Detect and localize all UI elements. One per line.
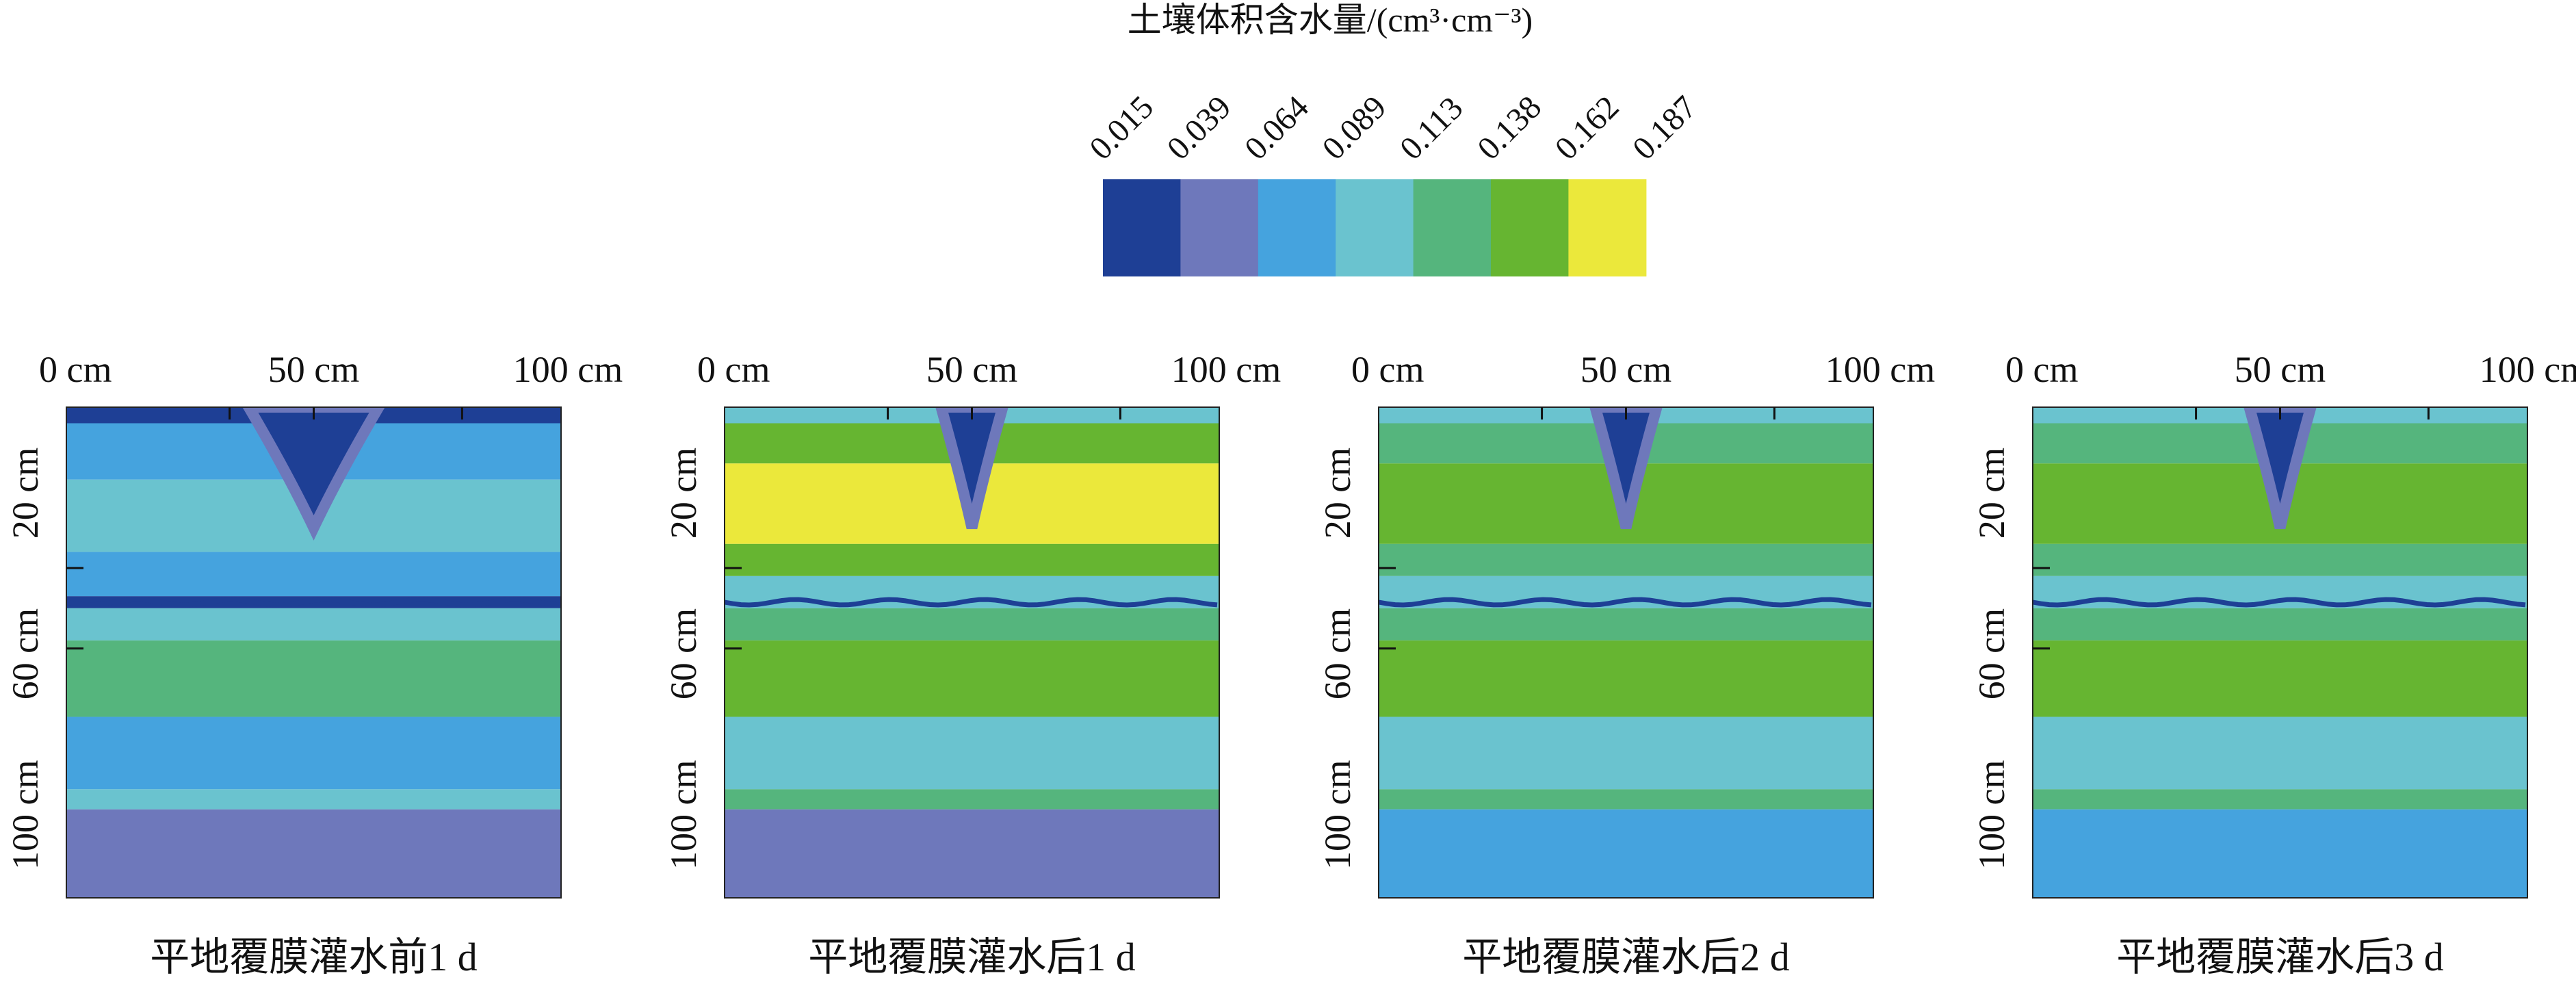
moisture-band: [2033, 789, 2527, 810]
x-tick-label: 100 cm: [1171, 349, 1281, 390]
y-tick-label: 20 cm: [1971, 448, 2012, 539]
legend-swatch: [1336, 179, 1414, 276]
moisture-band: [1379, 608, 1873, 641]
moisture-band: [1379, 809, 1873, 898]
y-tick-label: 60 cm: [1971, 608, 2012, 699]
y-tick-label: 20 cm: [663, 448, 704, 539]
contour-panel-2: 0 cm 50 cm 100 cm 20 cm 60 cm 100 cm 平地覆膜灌水后1 …: [663, 349, 1281, 979]
legend-swatch: [1180, 179, 1259, 276]
x-tick-label: 0 cm: [39, 349, 112, 390]
moisture-band: [1379, 543, 1873, 576]
moisture-band: [725, 809, 1219, 898]
y-tick-label: 100 cm: [1971, 760, 2012, 869]
moisture-band: [1379, 789, 1873, 810]
moisture-band: [2033, 809, 2527, 898]
legend-swatch: [1568, 179, 1647, 276]
y-tick-label: 20 cm: [1317, 448, 1358, 539]
x-tick-label: 50 cm: [1580, 349, 1671, 390]
y-tick-label: 60 cm: [1317, 608, 1358, 699]
contour-panels: 0 cm 50 cm 100 cm 20 cm 60 cm 100 cm 平地覆膜灌水前1 …: [5, 349, 2576, 979]
moisture-band: [66, 608, 561, 641]
plot-area: [1379, 407, 1873, 898]
moisture-band: [1379, 716, 1873, 790]
wetting-boundary-line: [66, 597, 560, 608]
moisture-band: [2033, 543, 2527, 576]
y-tick-label: 60 cm: [5, 608, 46, 699]
y-tick-label: 100 cm: [1317, 760, 1358, 869]
moisture-band: [2033, 608, 2527, 641]
moisture-band: [66, 552, 561, 597]
panel-caption: 平地覆膜灌水后1 d: [808, 935, 1136, 979]
x-tick-label: 100 cm: [513, 349, 623, 390]
contour-panel-1: 0 cm 50 cm 100 cm 20 cm 60 cm 100 cm 平地覆膜灌水前1 …: [5, 349, 623, 979]
wetting-boundary-line: [2033, 597, 2526, 608]
moisture-band: [66, 716, 561, 790]
legend-swatch: [1103, 179, 1181, 276]
contour-panel-4: 0 cm 50 cm 100 cm 20 cm 60 cm 100 cm 平地覆膜灌水后3 …: [1971, 349, 2576, 979]
x-tick-label: 100 cm: [1825, 349, 1935, 390]
plot-area: [2033, 407, 2527, 898]
dry-plume: [2243, 407, 2317, 530]
moisture-band: [66, 789, 561, 810]
panel-caption: 平地覆膜灌水后2 d: [1462, 935, 1790, 979]
moisture-band: [725, 789, 1219, 810]
x-tick-label: 50 cm: [926, 349, 1017, 390]
dry-plume: [1589, 407, 1663, 530]
panel-caption: 平地覆膜灌水后3 d: [2116, 935, 2444, 979]
moisture-band: [725, 640, 1219, 717]
moisture-band: [725, 608, 1219, 641]
y-tick-label: 100 cm: [5, 760, 46, 869]
legend-swatch: [1413, 179, 1492, 276]
plot-area: [725, 407, 1219, 898]
x-tick-label: 0 cm: [2005, 349, 2078, 390]
y-tick-label: 20 cm: [5, 448, 46, 539]
legend-title: 土壤体积含水量/(cm³·cm⁻³): [1128, 1, 1533, 39]
moisture-band: [725, 543, 1219, 576]
dry-plume: [935, 407, 1009, 530]
contour-panel-3: 0 cm 50 cm 100 cm 20 cm 60 cm 100 cm 平地覆膜灌水后2 …: [1317, 349, 1935, 979]
legend-swatch: [1258, 179, 1336, 276]
legend-color-swatches: [1103, 179, 1647, 276]
panel-caption: 平地覆膜灌水前1 d: [150, 935, 478, 979]
moisture-band: [66, 809, 561, 898]
y-tick-label: 100 cm: [663, 760, 704, 869]
x-tick-label: 0 cm: [697, 349, 770, 390]
dry-plume: [242, 407, 385, 541]
moisture-band: [1379, 640, 1873, 717]
legend-swatch: [1491, 179, 1569, 276]
x-tick-label: 50 cm: [2235, 349, 2326, 390]
moisture-band: [2033, 640, 2527, 717]
x-tick-label: 100 cm: [2480, 349, 2576, 390]
y-tick-label: 60 cm: [663, 608, 704, 699]
moisture-band: [66, 640, 561, 717]
wetting-boundary-line: [725, 597, 1218, 608]
plot-area: [66, 407, 561, 898]
x-tick-label: 50 cm: [268, 349, 359, 390]
wetting-boundary-line: [1379, 597, 1872, 608]
moisture-band: [2033, 716, 2527, 790]
x-tick-label: 0 cm: [1351, 349, 1424, 390]
moisture-band: [725, 716, 1219, 790]
